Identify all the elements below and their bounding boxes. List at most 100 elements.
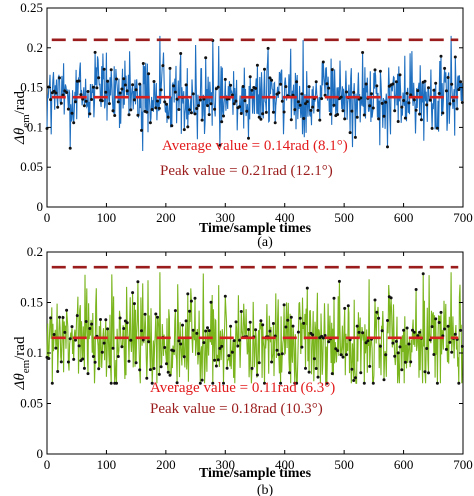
x-tick-label: 500 bbox=[334, 457, 354, 472]
data-point bbox=[193, 112, 197, 116]
data-point bbox=[364, 341, 368, 345]
data-point bbox=[434, 317, 438, 321]
data-point bbox=[186, 125, 190, 129]
data-point bbox=[425, 347, 429, 350]
data-point bbox=[327, 86, 331, 90]
data-point bbox=[457, 381, 461, 385]
data-point bbox=[321, 60, 325, 64]
data-point bbox=[93, 360, 97, 364]
y-tick-label: 0.1 bbox=[27, 119, 43, 134]
data-point bbox=[216, 85, 220, 89]
data-point bbox=[125, 89, 129, 93]
data-point bbox=[350, 367, 354, 371]
data-point bbox=[293, 108, 297, 112]
data-point bbox=[111, 346, 115, 350]
data-point bbox=[435, 126, 439, 130]
data-point bbox=[58, 315, 61, 319]
y-axis-label-unit: /rad bbox=[12, 336, 28, 360]
data-point bbox=[261, 112, 265, 116]
data-point bbox=[257, 361, 261, 365]
data-point bbox=[280, 352, 284, 356]
data-point bbox=[132, 302, 136, 306]
data-point bbox=[157, 372, 161, 376]
data-point bbox=[157, 106, 161, 110]
data-point bbox=[65, 91, 69, 94]
data-point bbox=[443, 327, 447, 331]
data-point bbox=[425, 103, 429, 107]
data-point bbox=[100, 99, 104, 103]
data-point bbox=[305, 286, 309, 290]
data-point bbox=[446, 324, 450, 328]
data-point bbox=[428, 98, 432, 102]
data-point bbox=[173, 90, 177, 94]
data-point bbox=[450, 350, 454, 354]
data-point bbox=[412, 98, 416, 102]
data-point bbox=[141, 62, 145, 65]
data-point bbox=[102, 67, 106, 71]
data-point bbox=[239, 112, 243, 115]
data-point bbox=[295, 381, 299, 385]
data-point bbox=[284, 325, 288, 329]
data-point bbox=[193, 296, 197, 300]
data-point bbox=[314, 367, 318, 370]
data-point bbox=[214, 364, 218, 368]
data-point bbox=[165, 362, 168, 366]
data-point bbox=[414, 288, 418, 291]
data-point bbox=[271, 110, 275, 114]
data-point bbox=[138, 368, 142, 372]
data-point bbox=[234, 99, 238, 103]
data-point bbox=[345, 90, 348, 94]
data-point bbox=[311, 105, 315, 109]
data-point bbox=[386, 145, 389, 149]
panel-label: (a) bbox=[257, 235, 273, 250]
data-point bbox=[84, 320, 88, 323]
x-tick-label: 200 bbox=[156, 457, 176, 472]
data-point bbox=[165, 102, 168, 106]
data-point bbox=[450, 82, 454, 86]
panel-label: (b) bbox=[257, 483, 274, 496]
data-point bbox=[282, 303, 286, 307]
data-point bbox=[368, 104, 372, 108]
data-point bbox=[125, 321, 129, 325]
data-point bbox=[58, 76, 61, 80]
data-point bbox=[90, 98, 94, 101]
data-point bbox=[225, 366, 229, 370]
data-point bbox=[377, 117, 381, 121]
data-point bbox=[147, 340, 151, 344]
data-point bbox=[175, 381, 179, 385]
data-point bbox=[378, 69, 382, 73]
data-point bbox=[394, 339, 398, 343]
data-point bbox=[248, 75, 252, 79]
data-point bbox=[337, 279, 341, 283]
data-point bbox=[457, 88, 461, 92]
x-axis-label: Time/sample times bbox=[199, 221, 312, 236]
data-point bbox=[282, 110, 286, 114]
data-point bbox=[264, 110, 268, 114]
data-point bbox=[254, 86, 258, 90]
data-point bbox=[134, 361, 138, 365]
data-point bbox=[346, 304, 350, 308]
x-tick-label: 200 bbox=[156, 210, 176, 225]
data-point bbox=[416, 334, 420, 338]
y-axis-label-unit: /rad bbox=[12, 91, 28, 115]
data-point bbox=[452, 99, 455, 103]
data-point bbox=[61, 316, 65, 319]
x-tick-label: 100 bbox=[97, 457, 117, 472]
data-point bbox=[138, 82, 142, 86]
data-point bbox=[209, 102, 213, 106]
data-point bbox=[238, 338, 241, 342]
data-point bbox=[352, 379, 356, 382]
data-point bbox=[341, 109, 345, 113]
data-point bbox=[173, 309, 177, 313]
data-point bbox=[247, 136, 250, 140]
data-point bbox=[50, 381, 54, 385]
data-point bbox=[284, 85, 288, 89]
data-point bbox=[423, 370, 427, 374]
data-point bbox=[403, 360, 407, 364]
data-point bbox=[195, 331, 199, 335]
data-point bbox=[305, 100, 309, 104]
data-point bbox=[122, 77, 126, 81]
data-point bbox=[61, 93, 65, 97]
data-point bbox=[91, 355, 95, 358]
peak-value-annotation: Peak value = 0.18rad (10.3°) bbox=[150, 401, 323, 417]
